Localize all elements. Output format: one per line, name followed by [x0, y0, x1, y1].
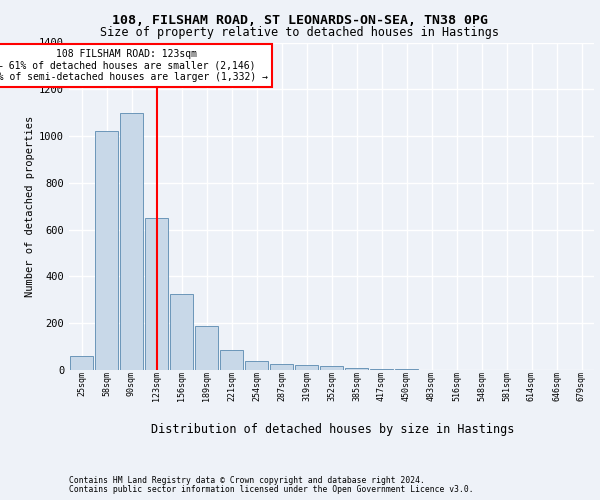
- Bar: [145, 218, 169, 370]
- Bar: [320, 366, 343, 370]
- Bar: [245, 360, 268, 370]
- Text: 108, FILSHAM ROAD, ST LEONARDS-ON-SEA, TN38 0PG: 108, FILSHAM ROAD, ST LEONARDS-ON-SEA, T…: [112, 14, 488, 27]
- Bar: [70, 356, 94, 370]
- Bar: [220, 350, 244, 370]
- Y-axis label: Number of detached properties: Number of detached properties: [25, 116, 35, 297]
- Bar: [370, 369, 394, 370]
- Bar: [295, 366, 319, 370]
- Text: Distribution of detached houses by size in Hastings: Distribution of detached houses by size …: [151, 422, 515, 436]
- Bar: [194, 326, 218, 370]
- Text: 108 FILSHAM ROAD: 123sqm
← 61% of detached houses are smaller (2,146)
38% of sem: 108 FILSHAM ROAD: 123sqm ← 61% of detach…: [0, 50, 268, 82]
- Bar: [344, 368, 368, 370]
- Bar: [269, 364, 293, 370]
- Text: Contains HM Land Registry data © Crown copyright and database right 2024.: Contains HM Land Registry data © Crown c…: [69, 476, 425, 485]
- Text: Contains public sector information licensed under the Open Government Licence v3: Contains public sector information licen…: [69, 485, 473, 494]
- Bar: [170, 294, 193, 370]
- Bar: [119, 112, 143, 370]
- Text: Size of property relative to detached houses in Hastings: Size of property relative to detached ho…: [101, 26, 499, 39]
- Bar: [95, 132, 118, 370]
